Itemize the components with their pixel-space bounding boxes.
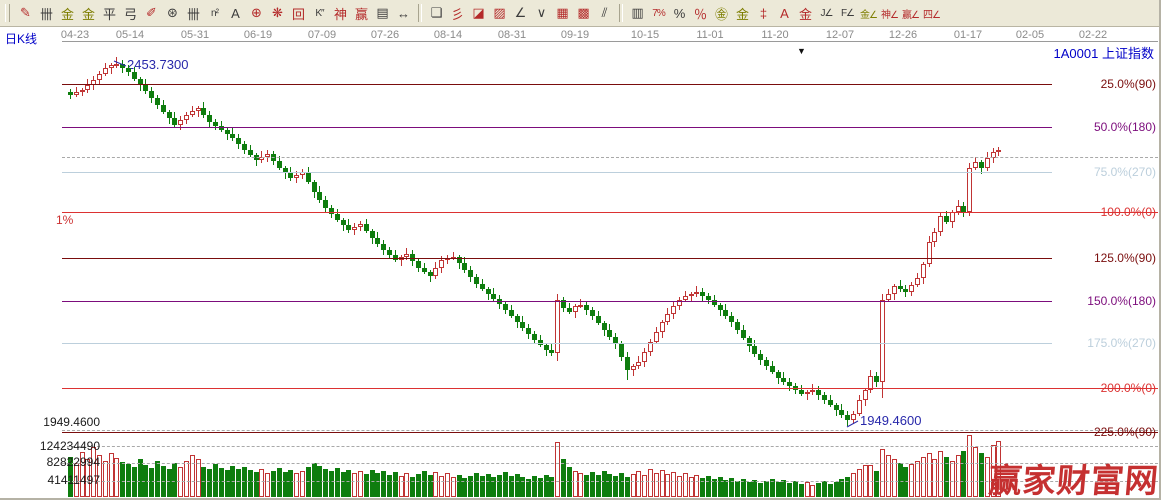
toolbar-separator	[418, 4, 422, 22]
symbol-name: 上证指数	[1101, 46, 1154, 61]
fan-box-icon[interactable]: ◪	[472, 5, 485, 20]
down-triangle-marker: ▼	[797, 46, 806, 56]
volume-profile-icon[interactable]: ▥	[631, 5, 644, 20]
angle-lines-icon[interactable]: ∠	[514, 5, 527, 20]
kline-tool-icon[interactable]: K″	[315, 7, 324, 19]
kline-type-label: 日K线	[5, 32, 38, 46]
flat-top-icon[interactable]: 平	[102, 6, 116, 22]
percent-icon[interactable]: %	[673, 5, 686, 21]
date-axis-line	[62, 41, 1158, 42]
high-price-annotation: 2453.7300	[127, 57, 189, 72]
box-select-icon[interactable]: ❏	[430, 5, 443, 20]
gold-underline-icon[interactable]: 金	[798, 6, 812, 22]
zigzag-icon[interactable]: ∨	[536, 5, 547, 20]
red-pen-icon[interactable]: ✐	[146, 5, 157, 20]
toolbar: ✎ 卌金金平弓 ✐ ⊛ 卌 n² A ⊕ ❋ 回 K″ 神赢 ▤ ↔ ❏ 彡 ◪ ▨ ∠ ∨ ▦ ▩ ⫽ ▥ 7%% ％㊎金 ‡ A 金…	[0, 0, 1161, 27]
percent-retrace-icon[interactable]: 7%	[652, 7, 665, 19]
gold-grid2-icon[interactable]: 金	[81, 6, 95, 22]
gold-angle-icon[interactable]: 金∠	[860, 9, 878, 21]
gann-circle-icon[interactable]: ⊕	[251, 5, 262, 20]
grid-lines-icon[interactable]: 卌	[39, 6, 53, 22]
symbol-label: 1A0001 上证指数	[1054, 43, 1154, 62]
grid-target-icon[interactable]: ▩	[577, 5, 590, 20]
gold-line-icon[interactable]: 金	[735, 6, 749, 22]
ying-angle-icon[interactable]: 赢∠	[902, 9, 920, 21]
base-percent-label: 1%	[56, 213, 74, 227]
spiral-icon[interactable]: ❋	[272, 5, 283, 20]
fan-lines-icon[interactable]: 彡	[450, 6, 464, 22]
f-angle-icon[interactable]: F∠	[840, 7, 855, 19]
low-price-annotation: 1949.4600	[860, 413, 922, 428]
ruler-icon[interactable]: ▤	[376, 5, 389, 20]
coil-icon[interactable]: 弓	[123, 6, 137, 22]
gold-grid-icon[interactable]: 金	[60, 6, 74, 22]
toolbar-separator	[619, 4, 623, 22]
n-squared-icon[interactable]: n²	[211, 7, 219, 19]
chart-panel[interactable]	[0, 28, 1161, 500]
pen-marker-icon[interactable]: ‡	[759, 5, 768, 21]
window-bottom-border	[0, 498, 1161, 500]
hash-icon[interactable]: 卌	[186, 6, 200, 22]
pattern-box-icon[interactable]: 回	[291, 6, 305, 22]
watermark: 赢家财富网	[987, 461, 1161, 500]
gold-circle-icon[interactable]: ㊎	[714, 6, 728, 22]
wave-a-icon[interactable]: A	[780, 5, 789, 21]
text-tool-icon[interactable]: A	[231, 5, 240, 21]
ying-tool-icon[interactable]: 赢	[354, 6, 368, 22]
draw-brush-icon[interactable]: ✎	[20, 5, 31, 20]
parallel-lines-icon[interactable]: ⫽	[601, 5, 608, 20]
shen-tool-icon[interactable]: 神	[333, 6, 347, 22]
symbol-code: 1A0001	[1053, 46, 1099, 61]
shen-angle-icon[interactable]: 神∠	[881, 9, 899, 21]
window-right-border	[1159, 0, 1161, 500]
measure-icon[interactable]: ↔	[397, 5, 410, 21]
red-grid-icon[interactable]: ▦	[556, 5, 569, 20]
j-angle-icon[interactable]: J∠	[820, 7, 834, 19]
percent-lines-icon[interactable]: ％	[693, 6, 707, 22]
toolbar-grip[interactable]	[5, 4, 10, 22]
gann-box-icon[interactable]: ▨	[493, 5, 506, 20]
circle-grid-icon[interactable]: ⊛	[167, 5, 178, 20]
si-angle-icon[interactable]: 四∠	[923, 9, 941, 21]
